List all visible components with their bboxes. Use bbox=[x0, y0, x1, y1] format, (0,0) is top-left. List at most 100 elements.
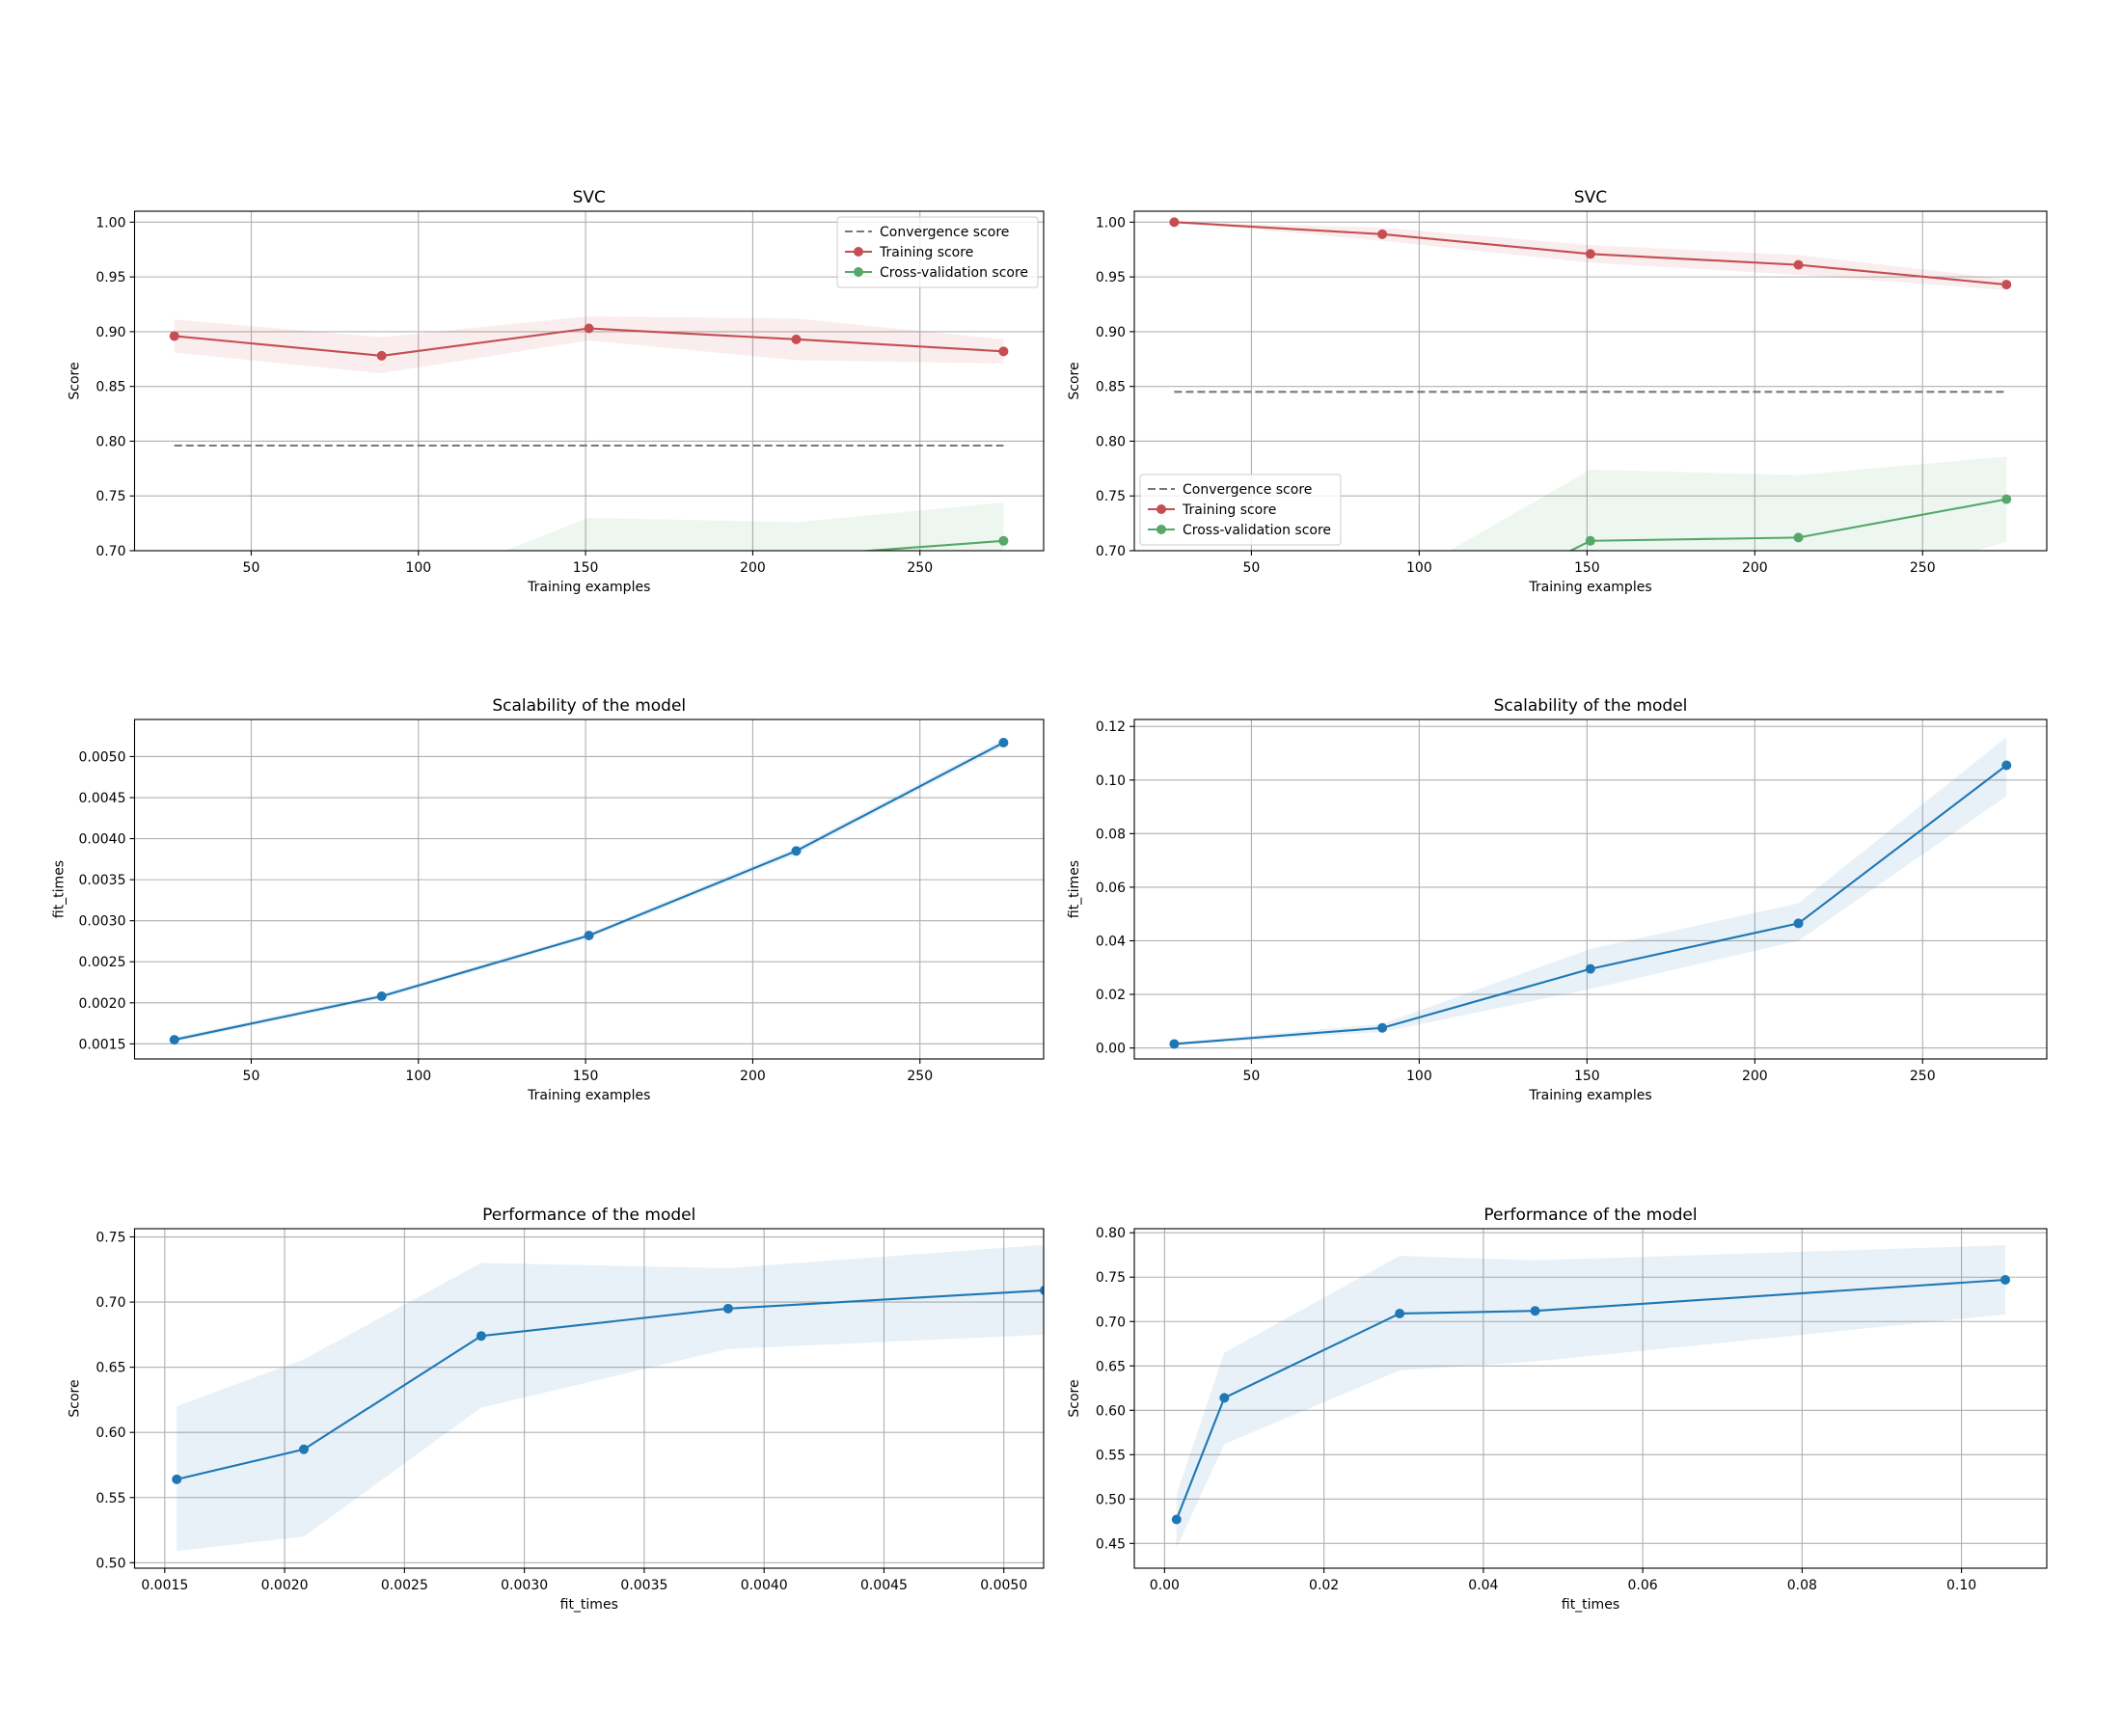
y-tick-label: 0.95 bbox=[95, 270, 125, 285]
data-point bbox=[1377, 1022, 1388, 1033]
legend-label: Training score bbox=[1182, 502, 1276, 518]
y-axis-label: Score bbox=[68, 1379, 83, 1417]
data-point bbox=[2001, 280, 2012, 290]
legend: Convergence score Training score Cross-val… bbox=[836, 216, 1039, 288]
y-axis-label: Score bbox=[1067, 362, 1082, 399]
x-tick-label: 200 bbox=[1742, 1069, 1768, 1084]
y-tick-label: 0.45 bbox=[1096, 1536, 1126, 1552]
axes: 50 100 150 200 250 0.00 0.02 0.04 0.06 0.08 0.10 0.… bbox=[1067, 696, 2048, 1103]
y-tick-label: 0.04 bbox=[1096, 934, 1126, 949]
data-point bbox=[998, 346, 1009, 357]
legend-marker bbox=[1156, 525, 1166, 534]
x-tick-label: 250 bbox=[907, 1069, 933, 1084]
y-tick-label: 0.70 bbox=[1096, 544, 1126, 559]
axes: 50 100 150 200 250 0.70 0.75 0.80 0.85 0.90 0.95 1.… bbox=[68, 188, 1045, 595]
y-tick-label: 0.0015 bbox=[79, 1037, 126, 1052]
y-tick-label: 0.00 bbox=[1096, 1042, 1126, 1057]
legend: Convergence score Training score Cross-val… bbox=[1139, 474, 1342, 546]
y-tick-label: 0.75 bbox=[1096, 489, 1126, 504]
y-tick-label: 0.0030 bbox=[79, 914, 126, 930]
x-tick-label: 50 bbox=[1243, 560, 1261, 576]
x-tick-label: 0.00 bbox=[1150, 1578, 1180, 1593]
x-tick-label: 200 bbox=[740, 1069, 766, 1084]
data-point bbox=[476, 1331, 486, 1342]
legend-label: Convergence score bbox=[1183, 482, 1312, 498]
data-point bbox=[998, 738, 1009, 747]
y-tick-label: 0.60 bbox=[95, 1425, 125, 1441]
legend-label: Training score bbox=[879, 245, 973, 260]
x-tick-label: 0.0020 bbox=[261, 1578, 309, 1593]
legend-marker bbox=[854, 247, 863, 257]
y-tick-label: 0.70 bbox=[95, 544, 125, 559]
data-point bbox=[2001, 494, 2012, 504]
x-tick-label: 150 bbox=[573, 560, 599, 576]
x-tick-label: 0.08 bbox=[1787, 1578, 1817, 1593]
data-point bbox=[722, 1303, 733, 1314]
y-tick-label: 0.75 bbox=[95, 1231, 125, 1246]
data-point bbox=[172, 1474, 182, 1484]
x-tick-label: 0.0035 bbox=[620, 1578, 667, 1593]
data-point bbox=[376, 990, 387, 1001]
data-point bbox=[1793, 918, 1804, 929]
x-tick-label: 250 bbox=[907, 560, 933, 576]
x-tick-label: 100 bbox=[405, 560, 431, 576]
x-axis-label: Training examples bbox=[527, 1088, 650, 1103]
data-point bbox=[169, 331, 179, 341]
x-tick-label: 50 bbox=[1243, 1069, 1261, 1084]
y-tick-label: 0.50 bbox=[95, 1556, 125, 1571]
axes-frame bbox=[1133, 1228, 2048, 1569]
y-tick-label: 0.60 bbox=[1096, 1403, 1126, 1419]
x-tick-label: 250 bbox=[1910, 1069, 1936, 1084]
data-point bbox=[1039, 1286, 1044, 1295]
y-tick-label: 0.55 bbox=[1096, 1448, 1126, 1463]
data-point bbox=[2001, 760, 2012, 771]
y-tick-label: 0.0035 bbox=[79, 873, 126, 888]
axes: 50 100 150 200 250 0.70 0.75 0.80 0.85 0.90 0.95 1.… bbox=[1067, 188, 2048, 595]
x-tick-label: 150 bbox=[573, 1069, 599, 1084]
data-point bbox=[998, 535, 1009, 546]
y-tick-label: 0.80 bbox=[95, 434, 125, 449]
y-tick-label: 0.02 bbox=[1096, 988, 1126, 1003]
data-point bbox=[1171, 1514, 1182, 1525]
chart-title: Scalability of the model bbox=[492, 696, 686, 716]
x-axis-label: fit_times bbox=[560, 1597, 618, 1613]
plot-area bbox=[169, 738, 1009, 1045]
data-point bbox=[1585, 249, 1595, 259]
data-point bbox=[584, 931, 594, 940]
x-tick-label: 0.0025 bbox=[381, 1578, 428, 1593]
legend-box bbox=[836, 216, 1039, 288]
axes: 0.00 0.02 0.04 0.06 0.08 0.10 0.45 0.50 0.55 0.60… bbox=[1067, 1206, 2048, 1613]
data-point bbox=[298, 1444, 309, 1454]
x-tick-label: 0.04 bbox=[1468, 1578, 1498, 1593]
x-tick-label: 0.0045 bbox=[860, 1578, 908, 1593]
axes-frame bbox=[1133, 210, 2048, 552]
axes-frame bbox=[133, 210, 1045, 552]
y-tick-label: 0.80 bbox=[1096, 1226, 1126, 1241]
data-point bbox=[1169, 1039, 1180, 1049]
legend-box bbox=[1139, 474, 1342, 546]
y-axis-label: fit_times bbox=[52, 860, 68, 918]
y-axis-label: Score bbox=[68, 362, 83, 399]
y-tick-label: 0.85 bbox=[95, 380, 125, 395]
data-point bbox=[376, 350, 387, 361]
data-point bbox=[1377, 229, 1388, 239]
x-tick-label: 50 bbox=[243, 560, 260, 576]
x-axis-label: fit_times bbox=[1562, 1597, 1619, 1613]
y-tick-label: 0.0045 bbox=[79, 791, 126, 806]
x-tick-label: 100 bbox=[1406, 560, 1432, 576]
y-tick-label: 0.80 bbox=[1096, 434, 1126, 449]
y-tick-label: 0.65 bbox=[95, 1361, 125, 1376]
y-tick-label: 0.70 bbox=[95, 1295, 125, 1311]
data-point bbox=[584, 323, 594, 334]
x-tick-label: 0.0040 bbox=[741, 1578, 788, 1593]
y-tick-label: 0.75 bbox=[1096, 1270, 1126, 1286]
y-tick-label: 0.0020 bbox=[79, 996, 126, 1012]
data-point bbox=[791, 334, 802, 344]
y-tick-label: 0.75 bbox=[95, 489, 125, 504]
std-band bbox=[177, 1244, 1044, 1552]
x-tick-label: 100 bbox=[405, 1069, 431, 1084]
x-tick-label: 250 bbox=[1910, 560, 1936, 576]
plot-area bbox=[1171, 1245, 2011, 1548]
legend-label: Cross-validation score bbox=[1183, 523, 1331, 538]
